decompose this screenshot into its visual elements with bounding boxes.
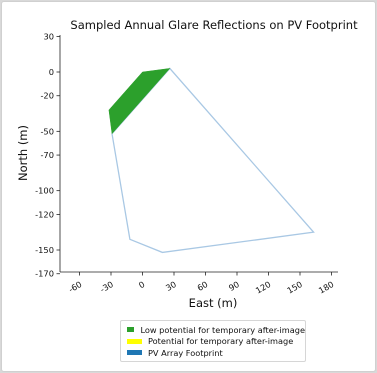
x-tick-label: 120 bbox=[254, 279, 273, 296]
axes bbox=[59, 35, 338, 273]
x-tick-label: 150 bbox=[285, 279, 304, 296]
y-tick-label: -50 bbox=[40, 126, 54, 136]
y-tick-label: -150 bbox=[35, 245, 54, 255]
x-tick-label: -30 bbox=[98, 279, 115, 294]
y-tick-label: -170 bbox=[35, 269, 54, 279]
chart-title: Sampled Annual Glare Reflections on PV F… bbox=[70, 18, 358, 32]
legend-swatch-blue bbox=[127, 350, 142, 356]
x-tick-label: -60 bbox=[67, 279, 84, 294]
legend-swatch-green bbox=[127, 327, 135, 333]
legend-swatch-yellow bbox=[127, 338, 142, 344]
x-axis-label: East (m) bbox=[189, 296, 238, 310]
legend-item-potential: Potential for temporary after-image bbox=[127, 336, 305, 348]
x-tick-label: 180 bbox=[317, 279, 336, 296]
plot-area bbox=[108, 67, 315, 254]
legend-item-low-potential: Low potential for temporary after-image bbox=[127, 324, 305, 336]
y-axis-label: North (m) bbox=[16, 125, 30, 181]
legend-item-pv-footprint: PV Array Footprint bbox=[127, 347, 305, 359]
y-tick-label: 30 bbox=[43, 31, 54, 41]
y-tick-label: -120 bbox=[35, 209, 54, 219]
y-tick-label: -20 bbox=[40, 91, 54, 101]
x-ticks: -60 -30 0 30 60 90 120 150 180 bbox=[67, 272, 336, 296]
y-tick-label: 0 bbox=[49, 67, 54, 77]
x-tick-label: 90 bbox=[227, 279, 241, 293]
y-tick-label: -100 bbox=[35, 186, 54, 196]
legend-label-pv-footprint: PV Array Footprint bbox=[148, 347, 223, 358]
y-ticks: 30 0 -20 -50 -70 -100 -120 -150 -170 bbox=[35, 31, 60, 279]
x-tick-label: 30 bbox=[164, 279, 178, 293]
x-tick-label: 0 bbox=[137, 279, 147, 290]
chart-legend: Low potential for temporary after-image … bbox=[120, 320, 306, 362]
legend-label-low-potential: Low potential for temporary after-image bbox=[140, 324, 305, 335]
y-tick-label: -70 bbox=[40, 150, 54, 160]
legend-label-potential: Potential for temporary after-image bbox=[148, 336, 294, 347]
glare-area-low-potential bbox=[108, 68, 171, 135]
x-tick-label: 60 bbox=[195, 279, 209, 293]
